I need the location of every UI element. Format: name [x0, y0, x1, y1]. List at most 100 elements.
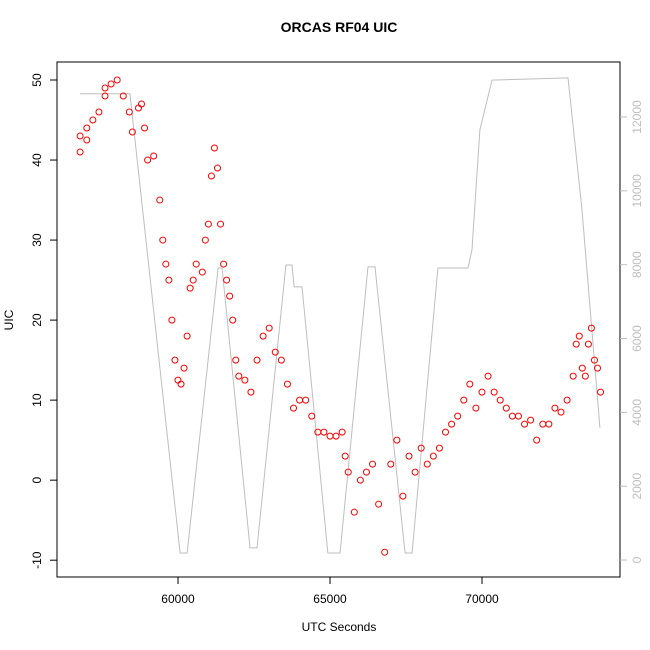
point [76, 148, 84, 156]
point [283, 380, 291, 388]
y2-tick-label: 8000 [630, 251, 644, 278]
point [393, 436, 401, 444]
point [89, 116, 97, 124]
point [590, 356, 598, 364]
point [466, 380, 474, 388]
point [478, 388, 486, 396]
point [83, 124, 91, 132]
point [271, 348, 279, 356]
point [508, 412, 516, 420]
point [226, 292, 234, 300]
y2-tick-label: 12000 [630, 100, 644, 134]
point [472, 404, 480, 412]
y-tick-label: 40 [30, 153, 44, 167]
y-tick-label: 30 [30, 233, 44, 247]
point [162, 260, 170, 268]
point [405, 452, 413, 460]
y-axis-label: UIC [2, 309, 16, 330]
point [484, 372, 492, 380]
point [214, 164, 222, 172]
y-tick-label: 0 [30, 477, 44, 484]
y-tick-label: -10 [30, 551, 44, 569]
point [369, 460, 377, 468]
point [533, 436, 541, 444]
point [502, 404, 510, 412]
point [563, 396, 571, 404]
point [107, 80, 115, 88]
chart-title: ORCAS RF04 UIC [281, 19, 398, 35]
point [350, 508, 358, 516]
point [539, 420, 547, 428]
point [277, 356, 285, 364]
point [138, 100, 146, 108]
point [141, 124, 149, 132]
point [575, 332, 583, 340]
point [569, 372, 577, 380]
y-tick-label: 20 [30, 313, 44, 327]
point [192, 260, 200, 268]
point [223, 276, 231, 284]
point [174, 376, 182, 384]
x-tick-label: 65000 [313, 592, 347, 606]
y2-tick-label: 6000 [630, 325, 644, 352]
point [144, 156, 152, 164]
plot-frame [56, 61, 621, 578]
point [587, 324, 595, 332]
point [217, 220, 225, 228]
point [171, 356, 179, 364]
point [320, 428, 328, 436]
point [207, 172, 215, 180]
point [356, 476, 364, 484]
point [578, 364, 586, 372]
point [344, 468, 352, 476]
point [302, 396, 310, 404]
point [551, 404, 559, 412]
line [80, 77, 601, 554]
point [159, 236, 167, 244]
point [198, 268, 206, 276]
point [150, 152, 158, 160]
point [326, 432, 334, 440]
point [442, 428, 450, 436]
point [180, 364, 188, 372]
y-tick-label: 50 [30, 73, 44, 87]
point [527, 416, 535, 424]
point [423, 460, 431, 468]
point [308, 412, 316, 420]
y2-tick-label: 4000 [630, 399, 644, 426]
point [119, 92, 127, 100]
point [290, 404, 298, 412]
point [95, 108, 103, 116]
point [241, 376, 249, 384]
point [338, 428, 346, 436]
point [381, 548, 389, 556]
point [490, 388, 498, 396]
point [572, 340, 580, 348]
point [545, 420, 553, 428]
y2-tick-label: 0 [630, 556, 644, 563]
y-tick-label: 10 [30, 393, 44, 407]
y2-tick-label: 2000 [630, 473, 644, 500]
point [265, 324, 273, 332]
point [296, 396, 304, 404]
point [235, 372, 243, 380]
point [597, 388, 605, 396]
x-tick-label: 60000 [161, 592, 195, 606]
point [210, 144, 218, 152]
point [165, 276, 173, 284]
point [514, 412, 522, 420]
point [101, 92, 109, 100]
point [387, 460, 395, 468]
point [460, 396, 468, 404]
point [247, 388, 255, 396]
point [496, 396, 504, 404]
x-axis-label: UTC Seconds [302, 620, 377, 634]
point [201, 236, 209, 244]
point [429, 452, 437, 460]
x-tick-label: 70000 [465, 592, 499, 606]
point [521, 420, 529, 428]
point [253, 356, 261, 364]
point [125, 108, 133, 116]
point [83, 136, 91, 144]
y2-tick-label: 10000 [630, 174, 644, 208]
